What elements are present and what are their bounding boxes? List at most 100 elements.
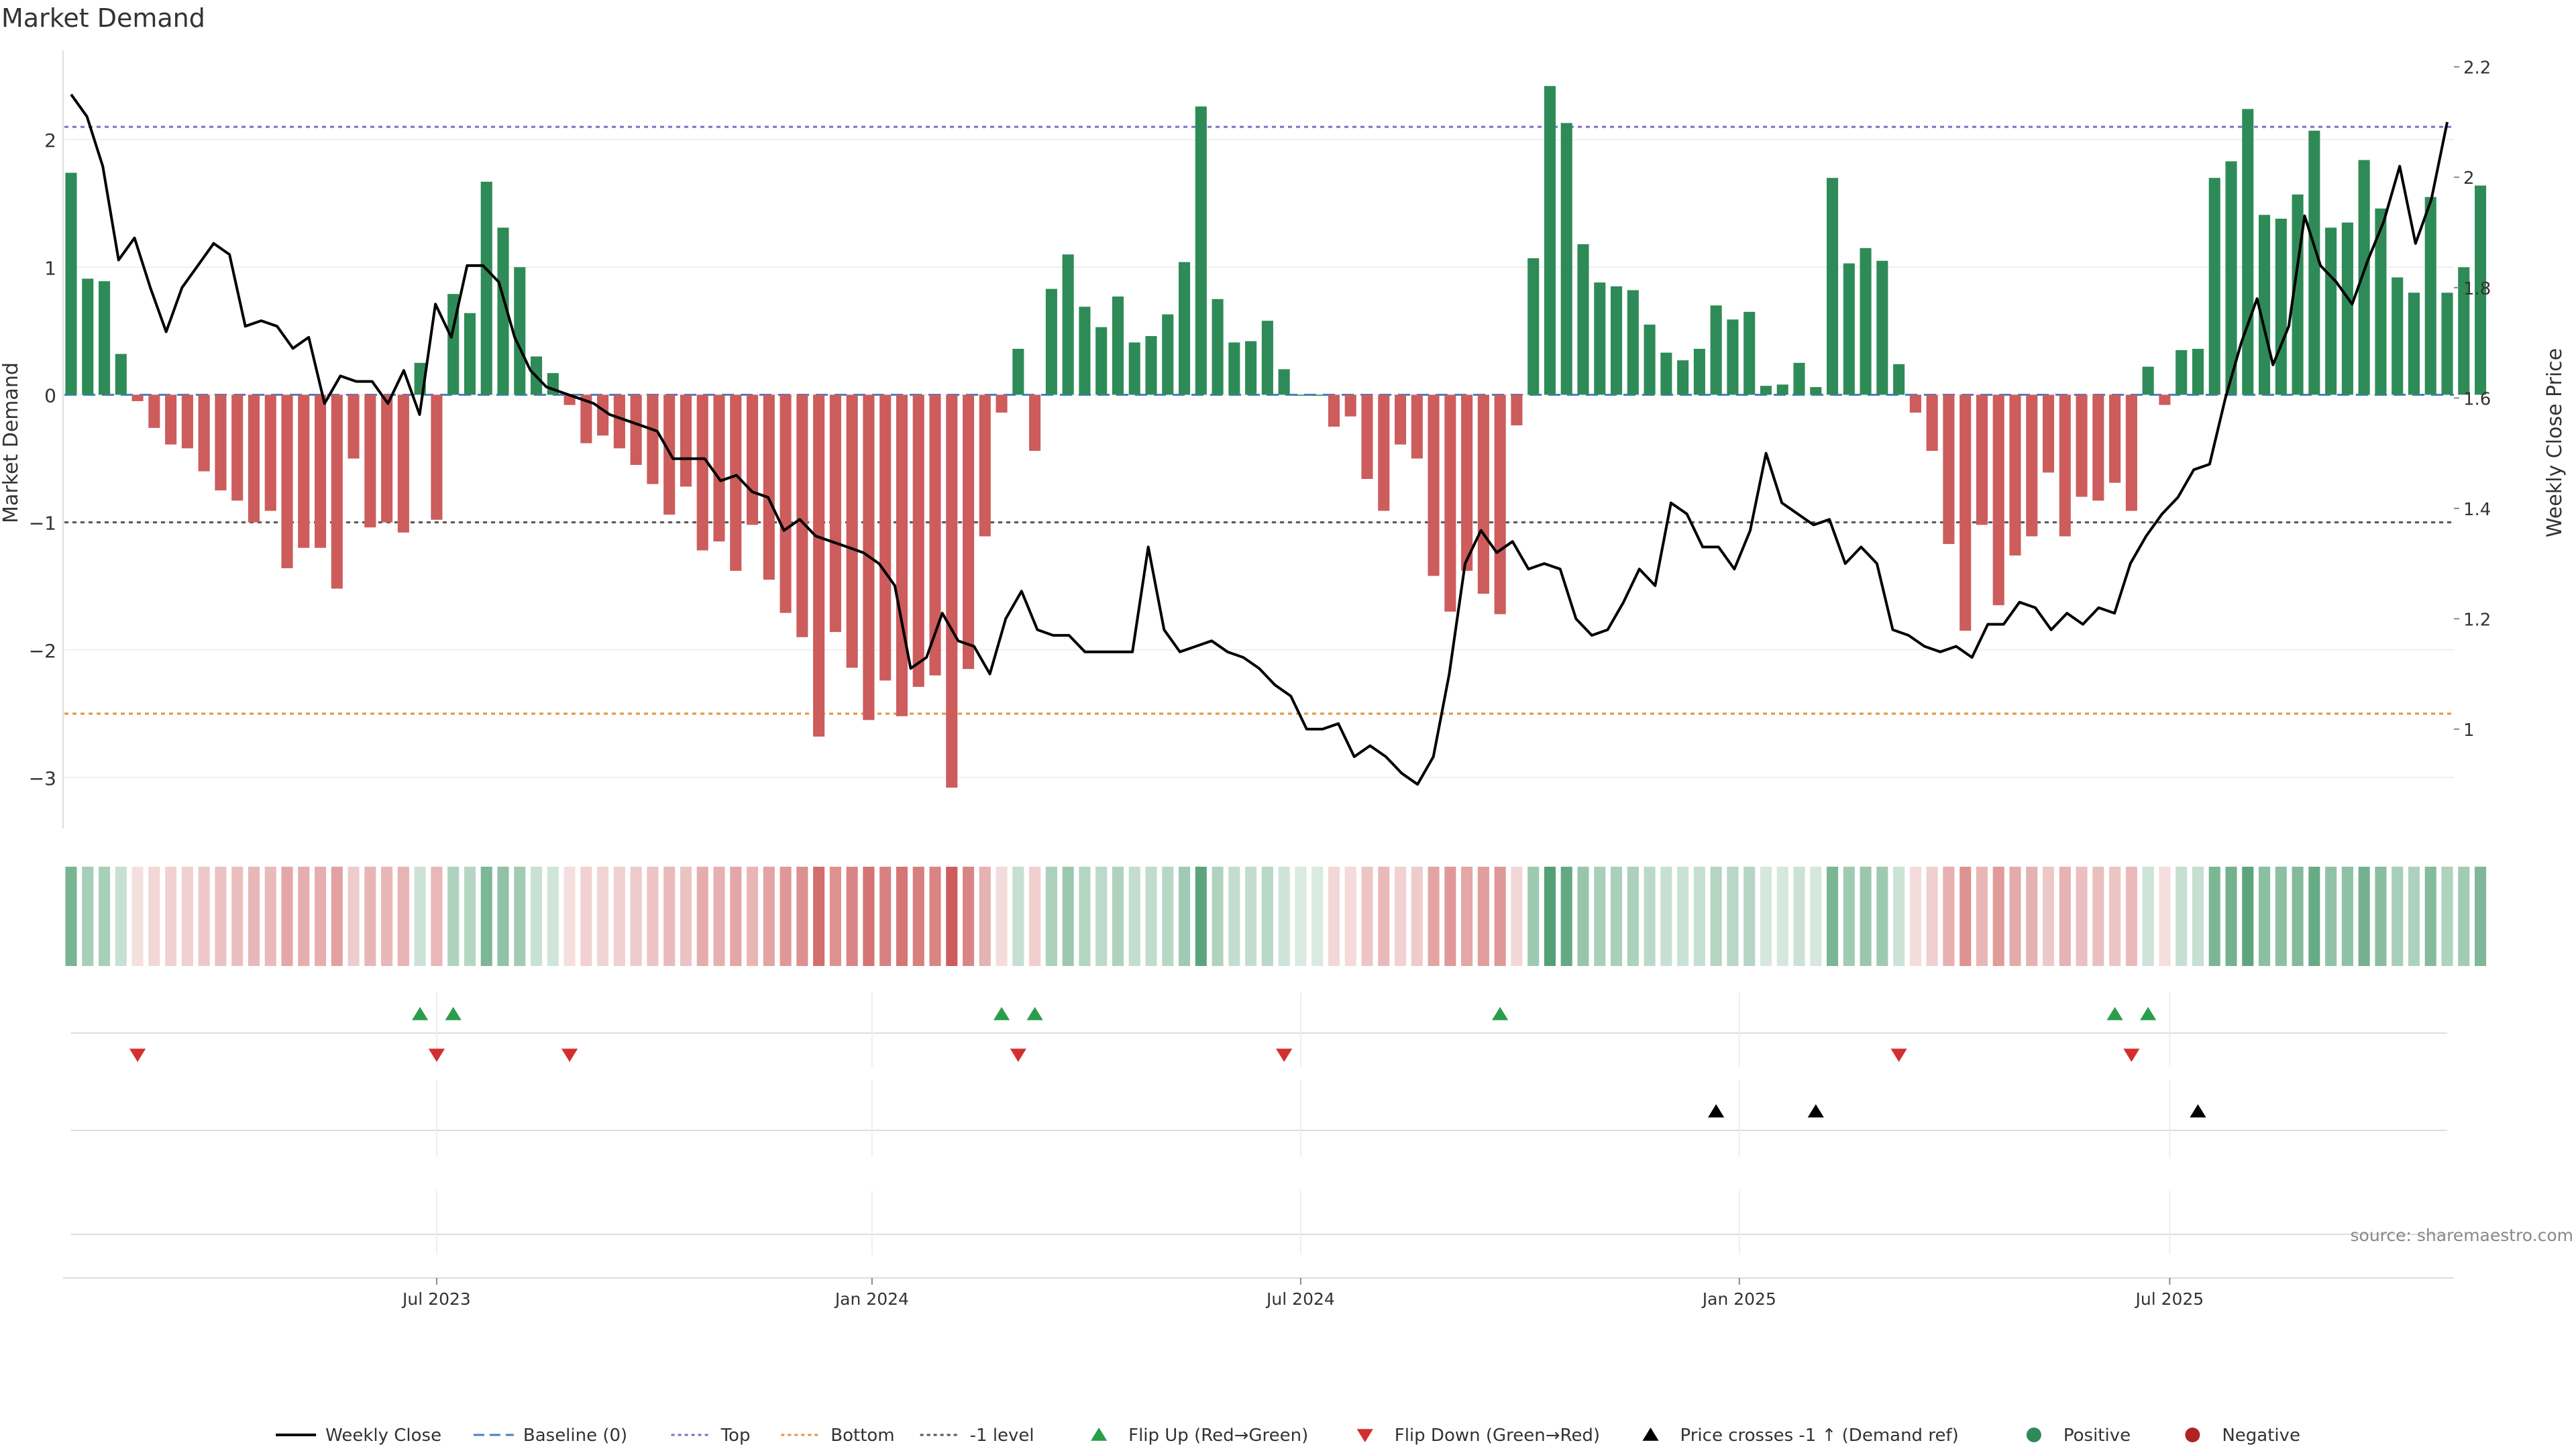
demand-bar bbox=[231, 394, 244, 501]
demand-bar bbox=[1162, 314, 1174, 395]
demand-bar bbox=[1560, 123, 1572, 395]
flip-up-marker bbox=[1492, 1007, 1509, 1020]
heat-cell bbox=[879, 867, 892, 966]
heat-cell bbox=[1311, 867, 1324, 966]
y-tick-label-left: −3 bbox=[29, 767, 56, 790]
heat-cell bbox=[198, 867, 210, 966]
heat-cell bbox=[1860, 867, 1872, 966]
demand-bar bbox=[1378, 394, 1390, 511]
demand-bar bbox=[1411, 394, 1423, 459]
demand-bar bbox=[381, 394, 393, 523]
flip-up-marker bbox=[412, 1007, 429, 1020]
demand-bar bbox=[1760, 386, 1772, 395]
heat-cell bbox=[414, 867, 426, 966]
demand-bar bbox=[2458, 267, 2470, 395]
heat-cell bbox=[1494, 867, 1506, 966]
legend-label: Bottom bbox=[830, 1426, 894, 1446]
flip-up-marker bbox=[2140, 1007, 2157, 1020]
demand-bar bbox=[580, 394, 592, 443]
heat-cell bbox=[2358, 867, 2370, 966]
heat-cell bbox=[2308, 867, 2320, 966]
heat-cell bbox=[2408, 867, 2420, 966]
heat-cell bbox=[896, 867, 908, 966]
heat-cell bbox=[1926, 867, 1938, 966]
heat-cell bbox=[1029, 867, 1041, 966]
demand-bar bbox=[314, 394, 327, 548]
y-tick-label-left: 1 bbox=[44, 257, 56, 279]
legend-glyph-dot bbox=[2185, 1428, 2200, 1442]
demand-bar bbox=[1544, 86, 1556, 395]
heat-cell bbox=[2142, 867, 2154, 966]
demand-bar bbox=[2076, 394, 2088, 497]
y-axis-label-left: Market Demand bbox=[0, 362, 23, 523]
demand-bar bbox=[397, 394, 409, 533]
demand-bar bbox=[1361, 394, 1373, 479]
heat-cell bbox=[65, 867, 77, 966]
demand-bar bbox=[813, 394, 825, 737]
heat-cell bbox=[547, 867, 559, 966]
legend-label: Flip Up (Red→Green) bbox=[1128, 1426, 1308, 1446]
heat-cell bbox=[1760, 867, 1772, 966]
y-tick-label-right: 1.8 bbox=[2463, 279, 2491, 299]
reference-lines bbox=[64, 125, 2454, 715]
heat-cell bbox=[82, 867, 94, 966]
legend-label: Top bbox=[720, 1426, 751, 1446]
heat-cell bbox=[1261, 867, 1273, 966]
heat-cell bbox=[564, 867, 576, 966]
demand-bar bbox=[1195, 106, 1207, 395]
heat-cell bbox=[863, 867, 875, 966]
demand-bar bbox=[1960, 394, 1972, 631]
demand-bar bbox=[82, 278, 94, 395]
demand-bar bbox=[98, 281, 111, 395]
legend-label: Baseline (0) bbox=[523, 1426, 627, 1446]
legend-glyph-triangle-up bbox=[1642, 1428, 1659, 1441]
demand-bar bbox=[2125, 394, 2137, 511]
demand-bar bbox=[2392, 277, 2404, 395]
x-tick-label: Jul 2025 bbox=[2134, 1289, 2204, 1309]
flip-down-marker bbox=[2123, 1049, 2140, 1062]
demand-bar bbox=[1610, 286, 1623, 395]
heat-cell bbox=[2424, 867, 2436, 966]
heat-cell bbox=[1527, 867, 1540, 966]
heat-cell bbox=[1428, 867, 1440, 966]
heat-cell bbox=[165, 867, 177, 966]
heat-cell bbox=[1045, 867, 1057, 966]
demand-bar bbox=[1311, 394, 1324, 396]
demand-bar bbox=[2176, 350, 2188, 395]
demand-bar bbox=[1826, 178, 1839, 395]
heat-cell bbox=[580, 867, 592, 966]
heat-cell bbox=[1378, 867, 1390, 966]
heat-cell bbox=[1394, 867, 1407, 966]
heat-cell bbox=[1195, 867, 1207, 966]
demand-bar bbox=[1029, 394, 1041, 451]
demand-bar bbox=[1876, 260, 1888, 395]
heat-cell bbox=[647, 867, 659, 966]
flip-down-marker bbox=[561, 1049, 578, 1062]
demand-bar bbox=[2026, 394, 2038, 537]
heat-cell bbox=[231, 867, 244, 966]
demand-bar bbox=[912, 394, 924, 687]
demand-bar bbox=[347, 394, 360, 459]
demand-bar bbox=[1278, 369, 1290, 395]
y-tick-label-right: 1.6 bbox=[2463, 389, 2491, 409]
y-tick-label-right: 2 bbox=[2463, 168, 2475, 189]
heat-cell bbox=[2292, 867, 2304, 966]
heat-cell bbox=[2192, 867, 2204, 966]
demand-bar bbox=[1145, 335, 1157, 395]
heat-cell bbox=[1826, 867, 1839, 966]
demand-bar bbox=[1893, 364, 1905, 395]
heat-cell bbox=[763, 867, 775, 966]
demand-bar bbox=[1810, 387, 1822, 395]
demand-bar bbox=[1095, 327, 1108, 395]
x-tick-label: Jul 2024 bbox=[1265, 1289, 1335, 1309]
demand-bar bbox=[2375, 208, 2387, 395]
heat-cell bbox=[1544, 867, 1556, 966]
flip-down-marker bbox=[1890, 1049, 1907, 1062]
heat-cell bbox=[2042, 867, 2055, 966]
heat-cell bbox=[1162, 867, 1174, 966]
demand-bar bbox=[1079, 307, 1091, 395]
demand-bar bbox=[1660, 352, 1672, 395]
demand-bar bbox=[879, 394, 892, 681]
